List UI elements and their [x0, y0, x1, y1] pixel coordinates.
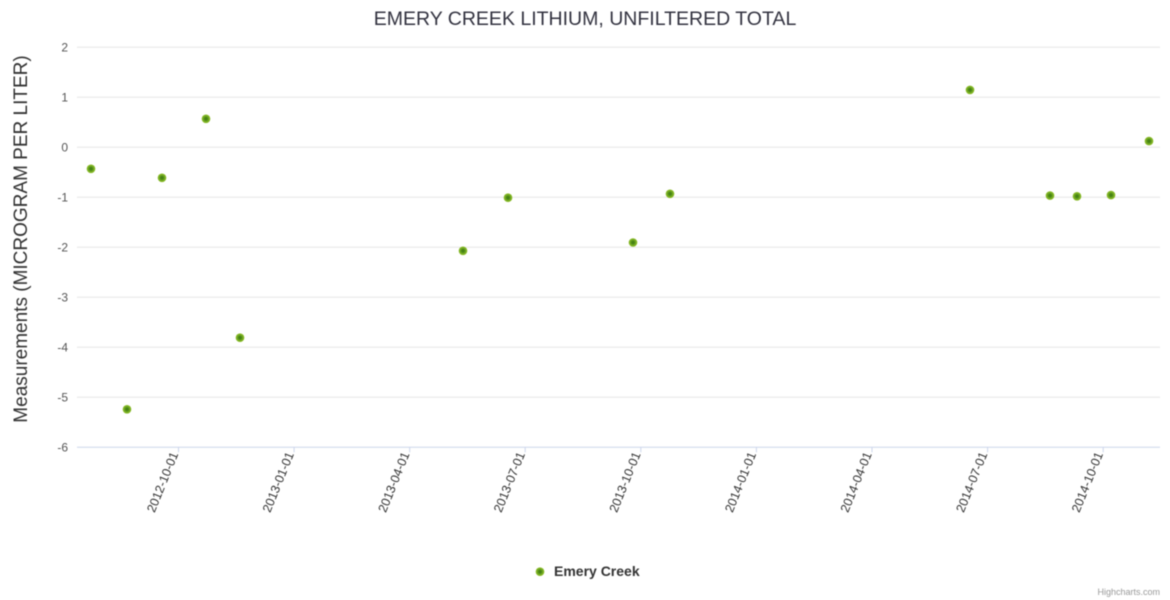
svg-text:2013-04-01: 2013-04-01 [376, 450, 413, 515]
svg-text:Emery Creek: Emery Creek [554, 563, 640, 579]
svg-text:Measurements (MICROGRAM PER LI: Measurements (MICROGRAM PER LITER) [11, 55, 32, 422]
svg-text:2013-07-01: 2013-07-01 [491, 450, 528, 515]
svg-text:2012-10-01: 2012-10-01 [144, 450, 181, 515]
svg-text:2014-04-01: 2014-04-01 [838, 450, 875, 515]
svg-text:1: 1 [61, 91, 68, 105]
svg-text:2013-01-01: 2013-01-01 [260, 450, 297, 515]
svg-text:-6: -6 [57, 441, 68, 455]
svg-text:0: 0 [61, 141, 68, 155]
svg-text:-2: -2 [57, 241, 68, 255]
svg-text:2014-07-01: 2014-07-01 [953, 450, 990, 515]
svg-text:-3: -3 [57, 291, 68, 305]
svg-text:-5: -5 [57, 391, 68, 405]
svg-text:-4: -4 [57, 341, 68, 355]
svg-text:-1: -1 [57, 191, 68, 205]
svg-text:2014-10-01: 2014-10-01 [1069, 450, 1106, 515]
svg-text:2013-10-01: 2013-10-01 [607, 450, 644, 515]
svg-text:2: 2 [61, 41, 68, 55]
svg-text:2014-01-01: 2014-01-01 [722, 450, 759, 515]
